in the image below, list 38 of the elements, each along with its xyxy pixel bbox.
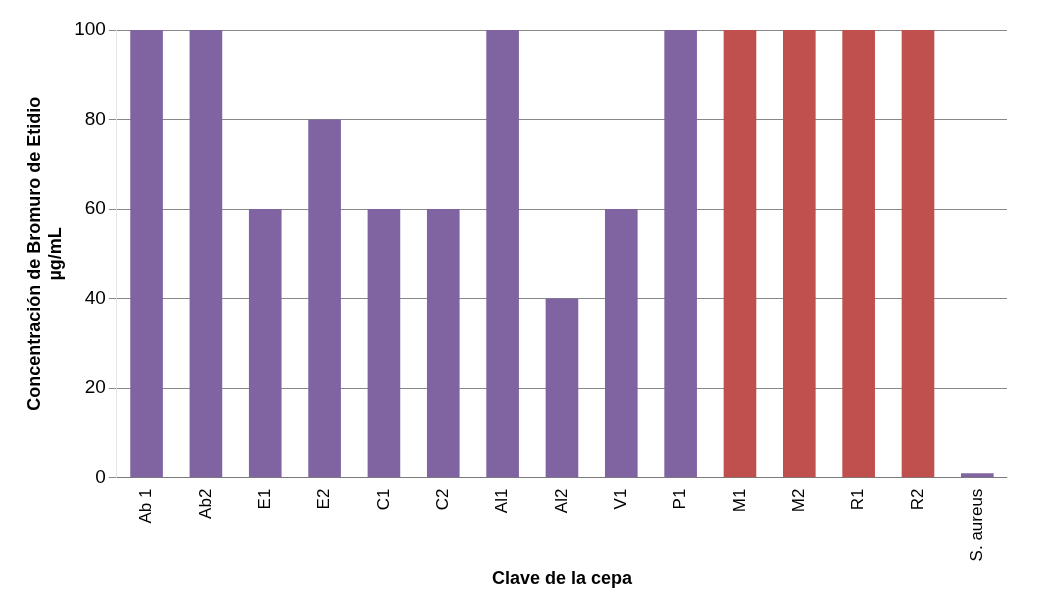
- x-tick-label: E2: [314, 488, 334, 510]
- y-tick-label: 40: [84, 286, 106, 308]
- bar: [248, 209, 282, 478]
- bar: [842, 30, 875, 478]
- x-tick-label: Ab2: [195, 488, 215, 519]
- bar: [604, 209, 638, 478]
- x-tick-label: R2: [907, 488, 927, 511]
- y-tick-label: 60: [84, 197, 106, 219]
- x-tick-label: Al2: [551, 488, 571, 514]
- x-tick-label: P1: [670, 488, 690, 510]
- x-tick-label: S. aureus: [967, 488, 987, 562]
- bar: [486, 30, 519, 478]
- x-tick-label: M1: [729, 488, 749, 513]
- y-tick-label: 20: [84, 376, 106, 398]
- x-tick-label: M2: [789, 488, 808, 513]
- bar: [782, 30, 816, 478]
- y-tick-label: 80: [84, 107, 106, 129]
- x-axis-title: Clave de la cepa: [491, 568, 633, 589]
- x-tick-label: C1: [373, 488, 393, 511]
- bar: [189, 30, 223, 478]
- x-tick-label: Al1: [492, 488, 512, 514]
- bar: [961, 473, 994, 478]
- bar: [367, 209, 401, 478]
- x-tick-label: V1: [610, 488, 630, 510]
- bar: [664, 30, 697, 478]
- y-tick-label: 100: [74, 18, 106, 40]
- x-tick-label: E1: [254, 488, 274, 510]
- bar: [723, 30, 757, 478]
- x-tick-label: C2: [432, 488, 452, 511]
- bar: [545, 298, 579, 478]
- x-tick-label: R1: [848, 488, 868, 511]
- bar: [426, 209, 460, 478]
- bar: [308, 119, 341, 478]
- bar: [130, 30, 163, 478]
- y-tick-label: 0: [95, 465, 106, 487]
- bar: [901, 30, 935, 478]
- x-tick-label: Ab 1: [136, 488, 156, 524]
- y-axis-title: Concentración de Bromuro de Etidio µg/mL: [23, 96, 66, 411]
